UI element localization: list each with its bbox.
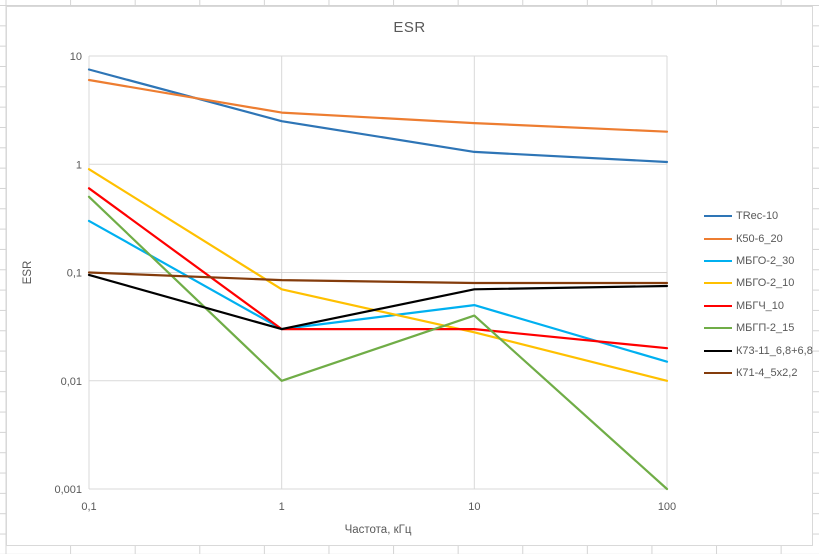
- legend-label: МБГО-2_30: [736, 254, 795, 267]
- chart-object[interactable]: ESR 10 1 0,1 0,01 0,001 0,1 1 10 100 Частота, кГц…: [6, 6, 813, 546]
- chart-legend: TRec-10 К50-6_20 МБГО-2_30 МБГО-2_10 МБГЧ_10…: [704, 205, 814, 384]
- legend-label: К50-6_20: [736, 232, 783, 245]
- legend-item[interactable]: МБГО-2_30: [704, 250, 814, 272]
- y-tick-label: 0,001: [54, 484, 82, 496]
- legend-item[interactable]: К50-6_20: [704, 227, 814, 249]
- legend-label: К73-11_6,8+6,8: [736, 344, 813, 357]
- y-tick-label: 10: [70, 51, 82, 63]
- legend-label: TRec-10: [736, 210, 779, 223]
- x-tick-label: 0,1: [81, 501, 96, 513]
- series-line-6[interactable]: [87, 273, 669, 331]
- legend-item[interactable]: К73-11_6,8+6,8: [704, 339, 814, 361]
- legend-label: МБГО-2_10: [736, 277, 795, 290]
- series-line-1[interactable]: [87, 78, 669, 133]
- series-line-3[interactable]: [87, 168, 669, 382]
- legend-swatch: [704, 349, 732, 352]
- legend-item[interactable]: К71-4_5x2,2: [704, 362, 814, 384]
- series-line-0[interactable]: [87, 68, 669, 164]
- legend-swatch: [704, 215, 732, 218]
- legend-swatch: [704, 371, 732, 374]
- series-line-5[interactable]: [87, 195, 669, 491]
- legend-label: МБГЧ_10: [736, 299, 785, 312]
- legend-swatch: [704, 282, 732, 285]
- legend-item[interactable]: TRec-10: [704, 205, 814, 227]
- legend-item[interactable]: МБГП-2_15: [704, 317, 814, 339]
- legend-item[interactable]: МБГЧ_10: [704, 295, 814, 317]
- chart-plot-area: 10 1 0,1 0,01 0,001 0,1 1 10 100 Частота, кГц ESR: [22, 51, 676, 536]
- legend-swatch: [704, 327, 732, 330]
- legend-item[interactable]: МБГО-2_10: [704, 272, 814, 294]
- x-axis-title: Частота, кГц: [345, 524, 412, 536]
- legend-label: МБГП-2_15: [736, 322, 795, 335]
- chart-title: ESR: [393, 19, 426, 36]
- series-line-4[interactable]: [87, 187, 669, 350]
- legend-swatch: [704, 304, 732, 307]
- y-axis-title: ESR: [22, 261, 34, 285]
- legend-swatch: [704, 259, 732, 262]
- x-tick-label: 100: [658, 501, 676, 513]
- series-line-2[interactable]: [87, 219, 669, 363]
- y-tick-label: 1: [76, 159, 82, 171]
- legend-swatch: [704, 237, 732, 240]
- x-tick-label: 10: [468, 501, 480, 513]
- legend-label: К71-4_5x2,2: [736, 366, 798, 379]
- series-line-7[interactable]: [87, 271, 669, 285]
- x-tick-label: 1: [279, 501, 285, 513]
- y-tick-label: 0,01: [61, 376, 82, 388]
- y-tick-label: 0,1: [67, 268, 82, 280]
